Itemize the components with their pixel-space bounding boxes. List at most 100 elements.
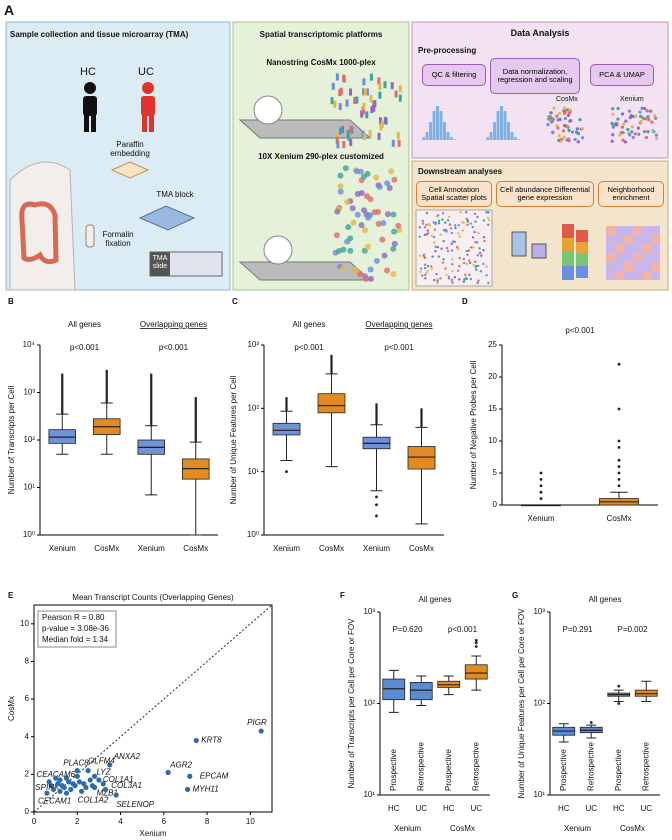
whisker bbox=[189, 479, 202, 536]
decoration bbox=[563, 116, 567, 121]
p-value: p<0.001 bbox=[448, 625, 478, 634]
decoration bbox=[430, 265, 433, 268]
decoration bbox=[331, 82, 335, 90]
decoration bbox=[453, 275, 457, 279]
decoration bbox=[642, 244, 651, 253]
decoration bbox=[338, 103, 342, 111]
decoration bbox=[365, 111, 369, 119]
decoration bbox=[471, 225, 474, 229]
decoration bbox=[450, 249, 454, 252]
decoration bbox=[451, 258, 454, 261]
decoration bbox=[496, 111, 500, 140]
decoration bbox=[651, 253, 660, 262]
step: Cell Annotation Spatial scatter plots bbox=[416, 181, 492, 207]
decoration bbox=[486, 216, 490, 220]
decoration bbox=[466, 219, 469, 222]
flier bbox=[617, 484, 621, 488]
y-tick-label: 10³ bbox=[363, 607, 375, 616]
point-label: SPINK bbox=[35, 783, 60, 792]
decoration bbox=[446, 249, 450, 253]
decoration bbox=[623, 140, 628, 144]
step: QC & filtering bbox=[422, 64, 486, 86]
decoration bbox=[476, 254, 480, 257]
decoration bbox=[558, 117, 562, 122]
decoration bbox=[430, 234, 434, 238]
y-tick-label: 2 bbox=[25, 769, 30, 778]
decoration bbox=[568, 108, 572, 112]
box-label: Retrospective bbox=[471, 742, 480, 791]
decoration bbox=[390, 271, 397, 278]
decoration bbox=[422, 254, 425, 257]
decoration bbox=[461, 221, 464, 224]
decoration bbox=[337, 183, 344, 190]
decoration bbox=[379, 123, 383, 131]
decoration bbox=[482, 235, 486, 239]
decoration bbox=[611, 123, 615, 127]
decoration bbox=[555, 124, 559, 128]
decoration bbox=[419, 267, 423, 270]
decoration bbox=[624, 253, 633, 262]
y-tick-label: 10³ bbox=[247, 340, 259, 349]
decoration bbox=[365, 214, 372, 221]
flier bbox=[617, 458, 621, 462]
p-value: P=0.291 bbox=[562, 625, 593, 634]
identity-line bbox=[33, 604, 273, 813]
tma-block bbox=[138, 205, 196, 231]
decoration bbox=[450, 242, 453, 245]
x-tick-label: UC bbox=[470, 804, 482, 813]
decoration bbox=[531, 243, 547, 259]
decoration bbox=[621, 130, 625, 135]
decoration bbox=[638, 110, 642, 114]
decoration bbox=[642, 226, 651, 235]
decoration bbox=[373, 257, 380, 264]
y-tick-label: 8 bbox=[25, 657, 30, 666]
decoration bbox=[451, 269, 454, 273]
decoration bbox=[618, 133, 622, 137]
y-tick-label: 10⁰ bbox=[23, 530, 35, 539]
box-label: Prospective bbox=[389, 749, 398, 791]
decoration bbox=[483, 239, 486, 243]
whisker bbox=[416, 699, 427, 707]
point-label: KRT8 bbox=[201, 736, 222, 745]
decoration bbox=[354, 211, 361, 218]
decoration bbox=[431, 255, 434, 258]
decoration bbox=[454, 224, 457, 227]
decoration bbox=[468, 273, 471, 276]
decoration bbox=[478, 251, 482, 255]
flier bbox=[285, 470, 288, 474]
y-tick-label: 10³ bbox=[23, 388, 35, 397]
decoration bbox=[570, 130, 575, 134]
decoration bbox=[391, 240, 398, 247]
panel-letter: B bbox=[8, 297, 14, 306]
decoration bbox=[447, 215, 451, 219]
decoration bbox=[434, 221, 438, 224]
decoration bbox=[611, 107, 615, 111]
decoration bbox=[469, 277, 473, 281]
decoration bbox=[486, 137, 489, 140]
flier bbox=[617, 478, 621, 481]
x-tick-label: CosMx bbox=[183, 544, 208, 553]
decoration bbox=[441, 218, 444, 221]
decoration bbox=[458, 235, 461, 238]
decoration bbox=[346, 130, 350, 138]
decoration bbox=[478, 247, 481, 250]
point bbox=[107, 762, 113, 768]
annotation: p-value = 3.08e-36 bbox=[42, 624, 109, 633]
p-value: p<0.001 bbox=[294, 343, 324, 352]
panel-letter: D bbox=[462, 297, 468, 306]
whisker bbox=[443, 675, 454, 682]
decoration bbox=[396, 227, 403, 234]
whisker bbox=[280, 410, 293, 424]
decoration bbox=[562, 266, 574, 280]
decoration bbox=[436, 281, 439, 285]
decoration bbox=[463, 261, 466, 265]
point bbox=[74, 768, 80, 774]
point bbox=[53, 775, 59, 781]
decoration bbox=[337, 172, 344, 179]
whisker bbox=[100, 402, 113, 419]
point bbox=[72, 783, 78, 789]
decoration bbox=[578, 118, 582, 122]
decoration bbox=[621, 138, 625, 142]
decoration bbox=[566, 113, 571, 117]
decoration bbox=[465, 249, 468, 253]
